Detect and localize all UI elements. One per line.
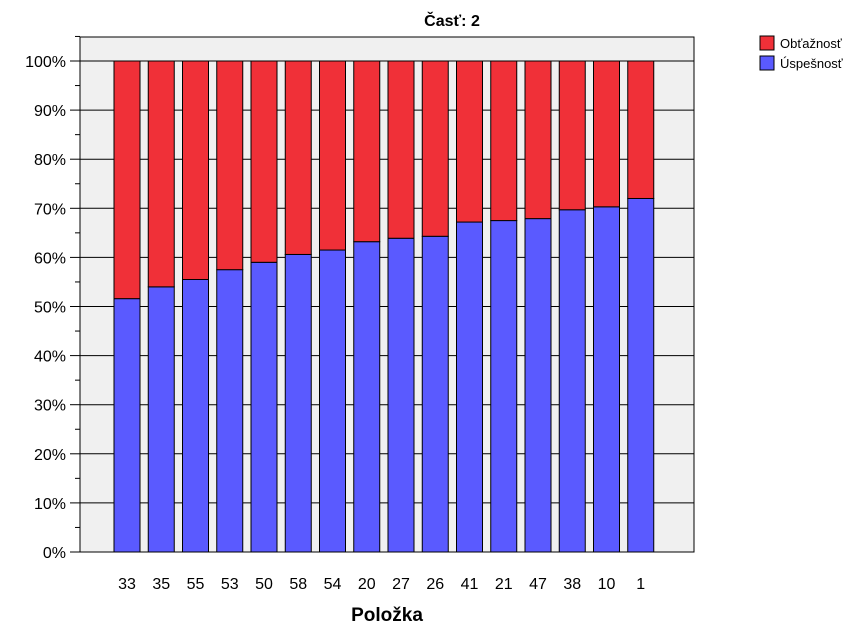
- bar-segment-uspesnost: [319, 249, 346, 553]
- x-tick-label: 26: [426, 576, 444, 593]
- y-tick-label: 80%: [34, 152, 66, 169]
- bar-segment-obtaznost: [250, 60, 278, 263]
- bar-segment-obtaznost: [456, 60, 483, 223]
- bar-segment-uspesnost: [593, 206, 620, 553]
- y-tick-label: 40%: [34, 349, 66, 366]
- chart-title: Časť: 2: [424, 11, 480, 30]
- y-tick-label: 50%: [34, 300, 66, 317]
- bar-segment-obtaznost: [593, 60, 620, 208]
- bar-segment-uspesnost: [627, 197, 655, 553]
- y-tick-label: 0%: [43, 545, 66, 562]
- legend-swatch: [759, 55, 775, 71]
- bar-segment-obtaznost: [627, 60, 655, 199]
- x-tick-label: 54: [324, 576, 342, 593]
- bar-segment-uspesnost: [387, 237, 415, 553]
- bar-segment-obtaznost: [421, 60, 449, 237]
- x-tick-label: 10: [598, 576, 616, 593]
- y-tick-label: 10%: [34, 496, 66, 513]
- bar-segment-uspesnost: [421, 235, 449, 553]
- x-tick-label: 33: [118, 576, 136, 593]
- x-tick-label: 50: [255, 576, 273, 593]
- legend: Obťažnosť Úspešnosť: [759, 35, 843, 71]
- bar-segment-uspesnost: [456, 221, 483, 553]
- bar-segment-obtaznost: [353, 60, 381, 243]
- x-tick-label: 58: [289, 576, 307, 593]
- x-tick-label: 41: [461, 576, 479, 593]
- bar-segment-obtaznost: [490, 60, 518, 222]
- bar-segment-obtaznost: [147, 60, 175, 288]
- x-axis: 33 35 55 53 50 58 54 20 27 26 41 21 47 38 10 1: [118, 576, 645, 593]
- bar-segment-uspesnost: [216, 269, 244, 553]
- y-tick-label: 70%: [34, 201, 66, 218]
- bar-segment-obtaznost: [387, 60, 415, 239]
- bar-segment-obtaznost: [524, 60, 552, 220]
- bar-segment-uspesnost: [353, 241, 381, 553]
- y-tick-label: 90%: [34, 103, 66, 120]
- bar-segment-uspesnost: [524, 218, 552, 553]
- x-tick-label: 47: [529, 576, 547, 593]
- x-tick-label: 20: [358, 576, 376, 593]
- y-tick-label: 30%: [34, 398, 66, 415]
- bar-segment-obtaznost: [216, 60, 244, 271]
- bar-segment-uspesnost: [113, 298, 141, 553]
- y-tick-label: 20%: [34, 447, 66, 464]
- bar-segment-obtaznost: [182, 60, 209, 280]
- bar-segment-uspesnost: [558, 209, 586, 553]
- y-tick-label: 100%: [25, 54, 66, 71]
- bar-segment-uspesnost: [182, 278, 209, 553]
- x-tick-label: 53: [221, 576, 239, 593]
- bar-segment-uspesnost: [490, 220, 518, 553]
- bar-segment-obtaznost: [319, 60, 346, 251]
- y-tick-label: 60%: [34, 250, 66, 267]
- bar-segment-obtaznost: [558, 60, 586, 211]
- legend-swatch: [759, 35, 775, 51]
- bar-segment-uspesnost: [147, 286, 175, 553]
- bar-segment-obtaznost: [113, 60, 141, 300]
- x-axis-title: Položka: [351, 605, 423, 626]
- x-tick-label: 35: [152, 576, 170, 593]
- x-tick-label: 38: [563, 576, 581, 593]
- x-tick-label: 55: [187, 576, 205, 593]
- bar-segment-uspesnost: [284, 253, 312, 553]
- bars: [113, 60, 655, 553]
- bar-segment-obtaznost: [284, 60, 312, 255]
- legend-label: Obťažnosť: [780, 36, 842, 51]
- bar-segment-uspesnost: [250, 261, 278, 553]
- y-axis: 0% 10% 20% 30% 40% 50% 60% 70% 80% 90% 100%: [25, 35, 81, 562]
- x-tick-label: 27: [392, 576, 410, 593]
- legend-label: Úspešnosť: [780, 56, 843, 71]
- x-tick-label: 1: [636, 576, 645, 593]
- x-tick-label: 21: [495, 576, 513, 593]
